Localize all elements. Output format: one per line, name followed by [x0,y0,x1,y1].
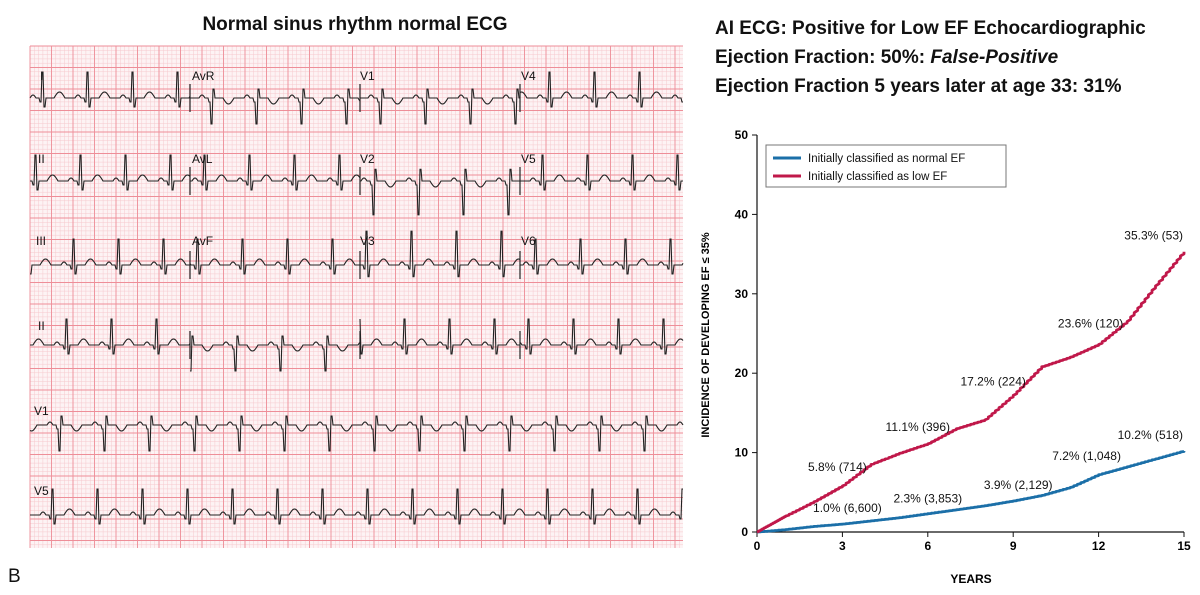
data-label: 7.2% (1,048) [1052,449,1121,463]
ecg-trace-v5 [359,318,520,355]
ai-result-false-positive: False-Positive [930,47,1059,68]
data-label: 1.0% (6,600) [813,501,882,515]
ecg-lead-label: V5 [521,152,536,166]
data-label: 3.9% (2,129) [984,478,1053,492]
x-tick-label: 15 [1177,539,1191,553]
ecg-trace-avf [189,238,360,275]
x-tick-label: 9 [1010,539,1017,553]
ecg-trace-avl [190,154,361,191]
y-tick-label: 50 [735,128,749,142]
ecg-lead-label: AvF [192,234,213,248]
series-line-0 [756,450,1186,534]
ai-result-line2-prefix: Ejection Fraction: 50%: [715,47,931,68]
data-label: 10.2% (518) [1118,428,1183,442]
ai-result-line2: Ejection Fraction: 50%: False-Positive [715,43,1146,72]
legend-label-1: Initially classified as low EF [808,171,947,183]
panel-label: B [8,566,21,587]
ecg-trace-v5 [520,154,683,191]
data-label: 35.3% (53) [1124,229,1183,243]
data-label: 5.8% (714) [808,460,867,474]
ecg-lead-label: V6 [521,234,536,248]
ecg-strip: I AvR V1 V4 II AvL V2 V5 III AvF V3 V6 II V1 V5 [29,45,684,548]
ecg-trace-v2 [360,168,520,216]
y-tick-label: 30 [735,287,749,301]
x-tick-label: 12 [1092,539,1106,553]
y-axis-label: INCIDENCE OF DEVELOPING EF ≤ 35% [700,232,712,438]
chart-annotations: 1.0% (6,600) 2.3% (3,853) 3.9% (2,129) 7.2%… [808,229,1183,515]
ecg-lead-label: V1 [360,69,375,83]
ecg-lead-label: AvL [192,152,213,166]
chart-axes: 0 10 20 30 40 50 0 3 6 9 12 15 [735,128,1191,553]
ecg-lead-label: V2 [360,152,375,166]
ecg-title: Normal sinus rhythm normal ECG [202,14,508,35]
y-tick-label: 40 [735,207,749,221]
ecg-lead-label: V3 [360,234,375,248]
ecg-trace-v1 [360,88,520,125]
x-tick-label: 6 [924,539,931,553]
ai-result-line3: Ejection Fraction 5 years later at age 3… [715,76,1122,97]
ecg-trace- [519,318,684,355]
ecg-trace- [29,415,684,452]
ecg-trace-ii [30,318,191,355]
ecg-grid [29,45,683,548]
x-tick-label: 3 [839,539,846,553]
y-tick-label: 0 [741,525,748,539]
y-tick-label: 20 [735,366,749,380]
y-tick-label: 10 [735,446,749,460]
ecg-trace-ii [30,154,191,191]
ecg-lead-label: V1 [34,404,49,418]
data-label: 2.3% (3,853) [893,492,962,506]
legend-box [765,144,1007,188]
ecg-lead-labels: I AvR V1 V4 II AvL V2 V5 III AvF V3 V6 II V1 V5 [34,69,536,498]
series-line-1 [756,251,1186,534]
data-label: 23.6% (120) [1058,317,1123,331]
ecg-trace- [30,488,683,525]
legend-label-0: Initially classified as normal EF [808,153,965,165]
ecg-trace-v4 [519,71,683,108]
ecg-lead-label: I [40,69,43,83]
ecg-trace-i [29,71,191,108]
ai-result-text: AI ECG: Positive for Low EF Echocardiogr… [715,14,1146,101]
x-axis-label: YEARS [950,572,991,586]
ecg-trace-v1 [190,335,361,372]
ecg-lead-label: V4 [521,69,536,83]
ai-result-line1: AI ECG: Positive for Low EF Echocardiogr… [715,18,1146,39]
ecg-lead-label: II [38,319,45,333]
ecg-trace-v6 [520,238,684,275]
ecg-lead-label: AvR [192,69,215,83]
data-label: 11.1% (396) [886,420,950,434]
data-label: 17.2% (224) [961,374,1026,388]
chart-legend: Initially classified as normal EF Initial… [765,144,1007,188]
ecg-lead-label: II [38,152,45,166]
ecg-trace-avr [190,88,361,125]
ecg-lead-label: V5 [34,484,49,498]
ecg-trace-v3 [360,230,521,278]
ecg-lead-label: III [36,234,46,248]
x-tick-label: 0 [754,539,761,553]
ecg-trace-iii [30,238,190,275]
ecg-traces [29,71,684,525]
chart-series [756,251,1186,534]
